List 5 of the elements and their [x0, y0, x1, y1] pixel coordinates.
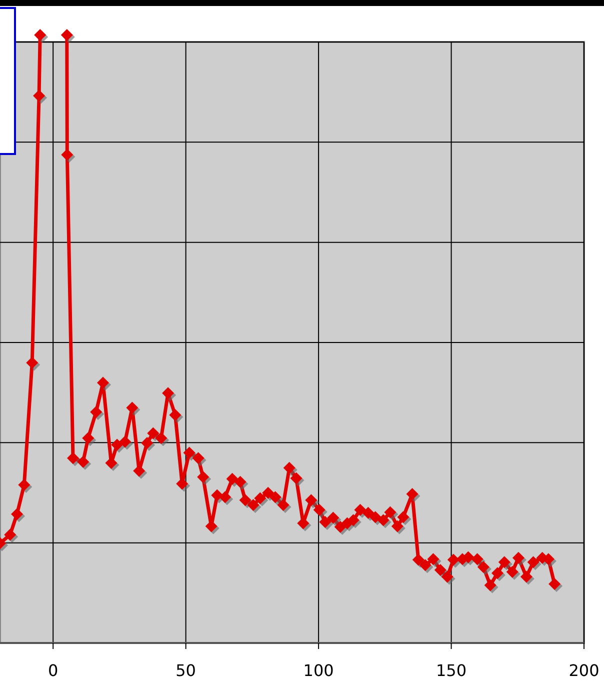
x-tick-label: 150 — [436, 661, 467, 680]
x-tick-label: 0 — [48, 661, 58, 680]
x-tick-label: 100 — [303, 661, 334, 680]
x-tick-label: 200 — [568, 661, 600, 680]
x-tick-label: 50 — [176, 661, 196, 680]
